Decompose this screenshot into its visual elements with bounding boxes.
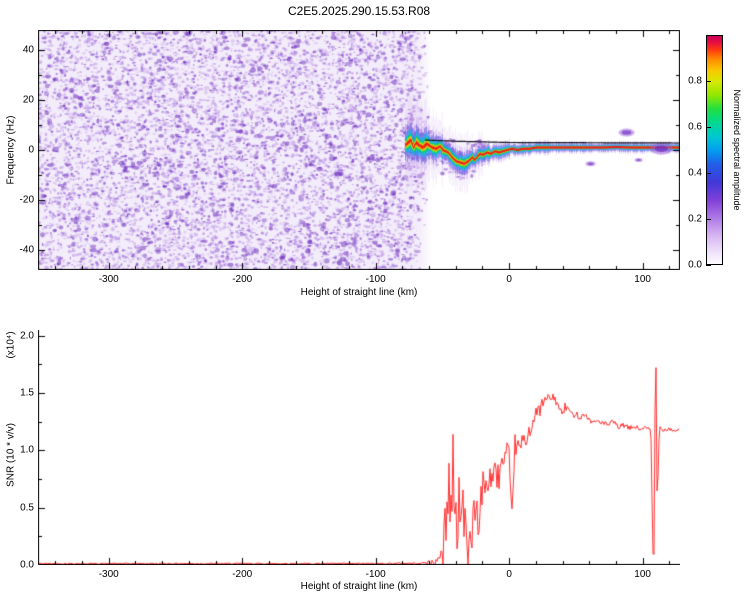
y-tick-label: 2.0 [20, 330, 34, 342]
snr-canvas [38, 330, 680, 565]
colorbar-tick [706, 219, 711, 220]
colorbar-tick-label: 0.0 [688, 259, 702, 271]
x-tick-label: -200 [232, 569, 253, 580]
snr-y-axis-label: SNR (10 * v/v) [5, 423, 17, 487]
spectrogram-x-axis-label: Height of straight line (km) [300, 287, 418, 298]
colorbar-tick [706, 265, 711, 266]
colorbar-tick-label: 0.6 [688, 121, 702, 133]
y-tick-label: 1.0 [20, 444, 34, 456]
x-tick-label: -100 [365, 569, 386, 580]
colorbar-tick [706, 173, 711, 174]
colorbar [706, 35, 723, 265]
colorbar-label: Normalized spectral amplitude [732, 89, 742, 211]
y-tick-label: 0.0 [20, 559, 34, 571]
x-tick-label: 0 [506, 569, 512, 580]
colorbar-tick-label: 0.4 [688, 167, 702, 179]
page-title: C2E5.2025.290.15.53.R08 [287, 4, 431, 18]
y-tick-label: -40 [19, 244, 34, 256]
x-tick-label: -100 [365, 274, 386, 285]
y-tick-label: -20 [19, 194, 34, 206]
colorbar-tick-label: 0.2 [688, 213, 702, 225]
x-tick-label: 100 [634, 274, 651, 285]
x-tick-label: -200 [232, 274, 253, 285]
colorbar-tick-label: 0.8 [688, 75, 702, 87]
y-tick-label: 40 [22, 44, 34, 56]
y-tick-label: 20 [22, 94, 34, 106]
y-tick-label: 1.5 [20, 387, 34, 399]
spectrogram-canvas [38, 30, 680, 270]
y-tick-label: 0 [28, 144, 34, 156]
colorbar-tick [706, 127, 711, 128]
spectrogram-y-axis-label: Frequency (Hz) [5, 115, 17, 185]
x-tick-label: -300 [98, 274, 119, 285]
snr-x-axis-label: Height of straight line (km) [300, 581, 418, 592]
x-tick-label: 100 [634, 569, 651, 580]
colorbar-tick [706, 81, 711, 82]
snr-y-scale-note: (x10⁴) [5, 331, 17, 359]
y-tick-label: 0.5 [20, 502, 34, 514]
x-tick-label: 0 [506, 274, 512, 285]
x-tick-label: -300 [98, 569, 119, 580]
